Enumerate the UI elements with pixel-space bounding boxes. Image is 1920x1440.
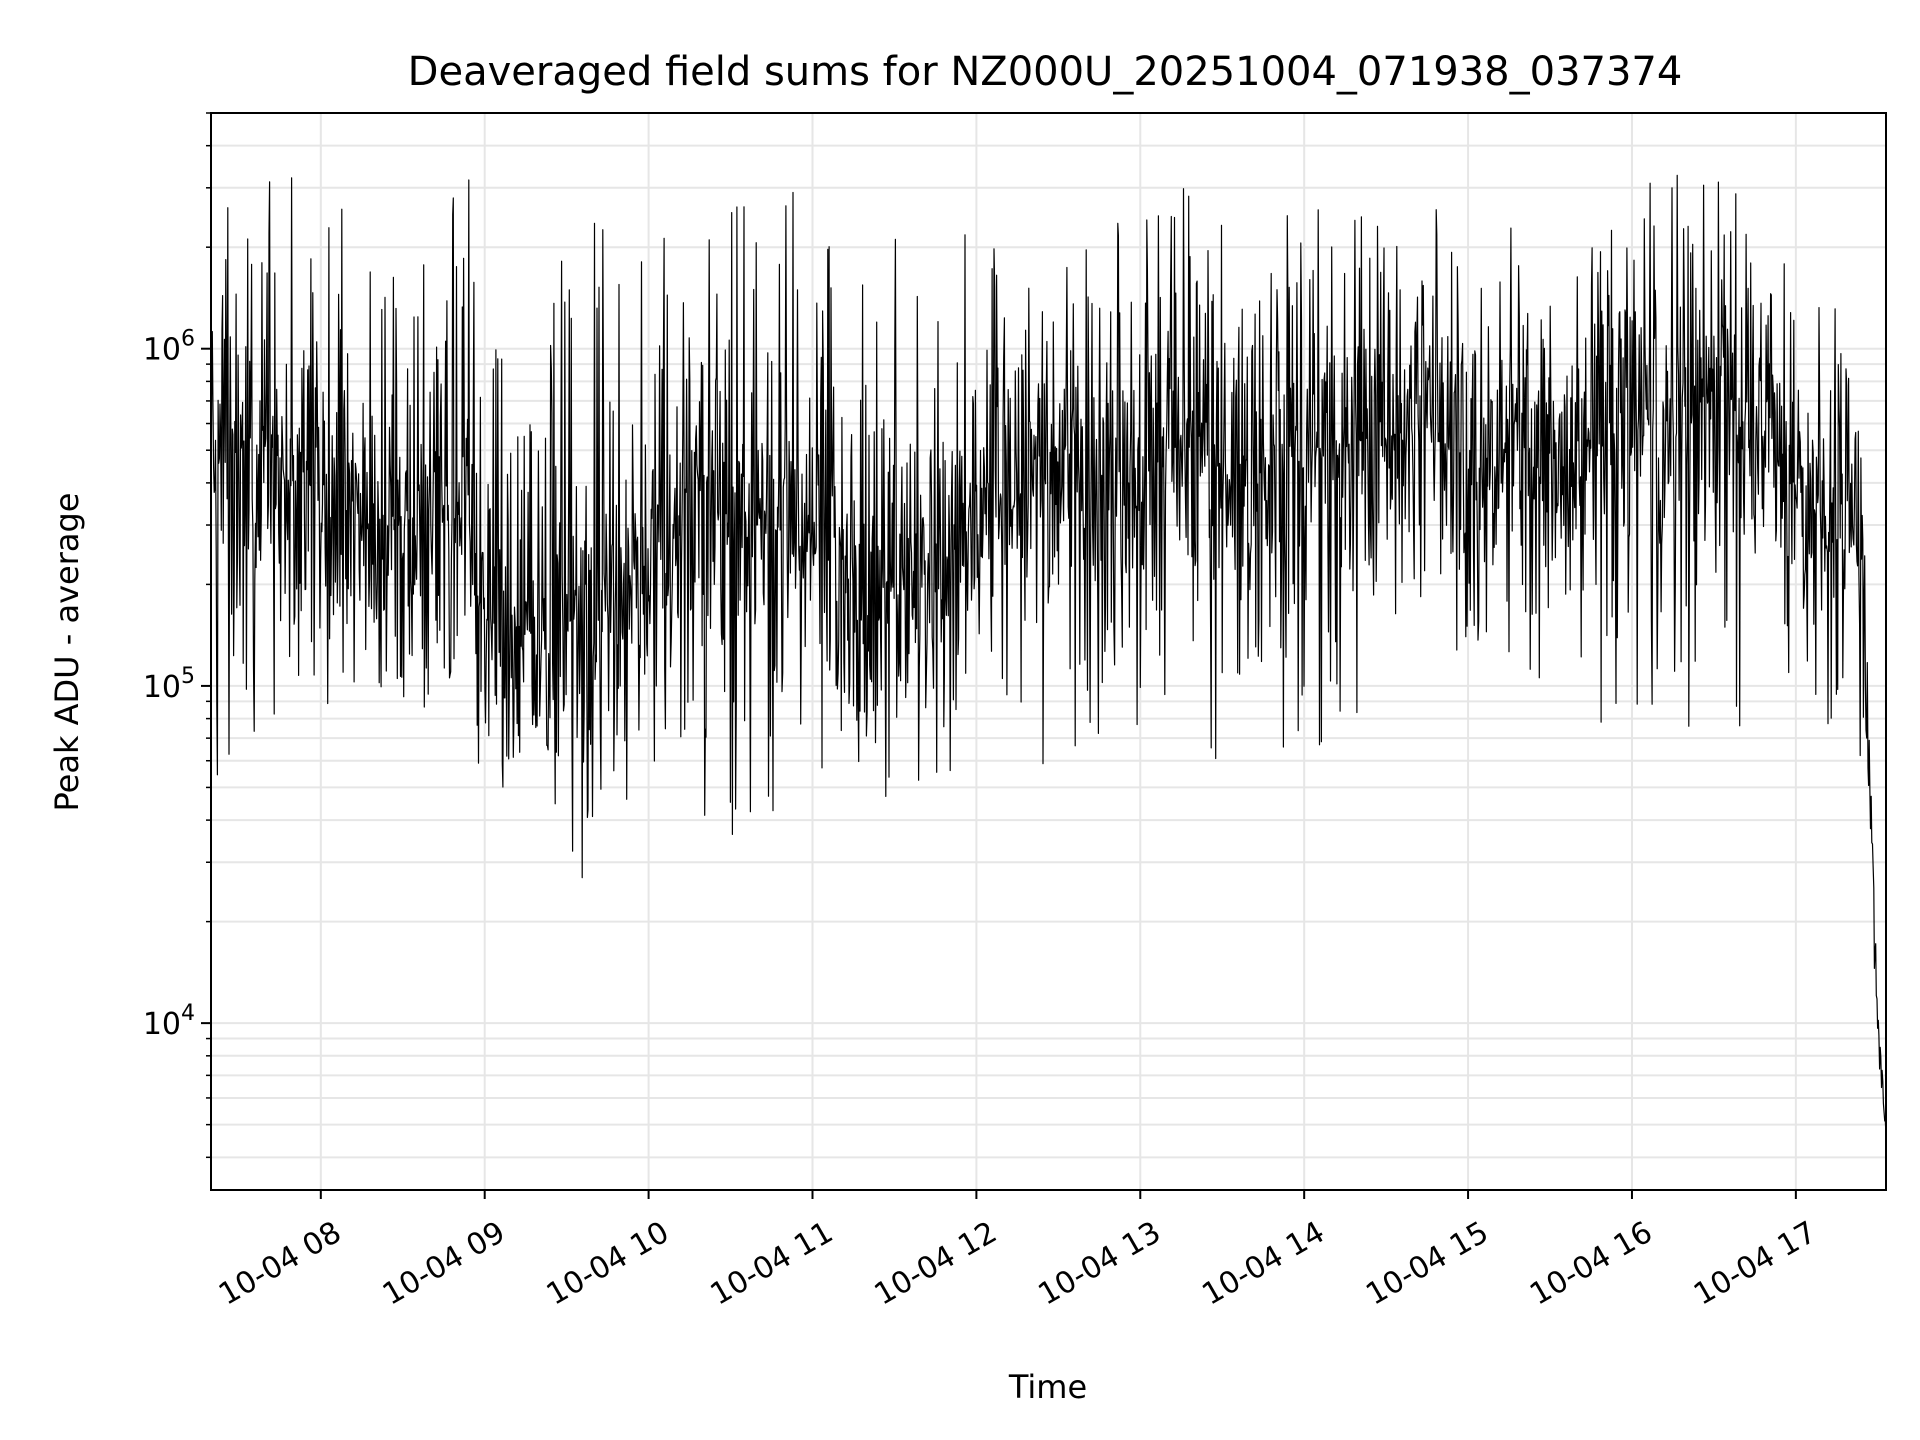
series-group xyxy=(210,174,1887,1139)
chart-title: Deaveraged field sums for NZ000U_2025100… xyxy=(408,49,1683,95)
x-tick-label: 10-04 15 xyxy=(1360,1215,1494,1313)
x-tick-label: 10-04 09 xyxy=(377,1215,511,1313)
x-tick-label: 10-04 08 xyxy=(213,1215,347,1313)
x-tick-label: 10-04 16 xyxy=(1524,1215,1658,1313)
series-line xyxy=(210,174,1887,1139)
x-tick-label: 10-04 10 xyxy=(541,1215,675,1313)
y-tick-label: 106 xyxy=(143,327,195,368)
y-tick-label: 104 xyxy=(143,1001,195,1042)
y-axis-label: Peak ADU - average xyxy=(48,493,86,812)
x-tick-label: 10-04 12 xyxy=(869,1215,1003,1313)
x-axis: 10-04 08 10-04 09 10-04 10 10-04 11 10-04 12… xyxy=(213,1190,1822,1313)
grid-lines xyxy=(211,112,1886,1190)
x-tick-label: 10-04 17 xyxy=(1688,1215,1822,1313)
x-tick-label: 10-04 14 xyxy=(1196,1215,1330,1313)
plot-frame xyxy=(210,112,1887,1191)
y-tick-label: 105 xyxy=(143,664,195,705)
y-axis: 104 105 106 xyxy=(143,112,211,1159)
x-tick-label: 10-04 11 xyxy=(705,1215,839,1313)
x-axis-label: Time xyxy=(1008,1368,1087,1406)
x-tick-label: 10-04 13 xyxy=(1032,1215,1166,1313)
